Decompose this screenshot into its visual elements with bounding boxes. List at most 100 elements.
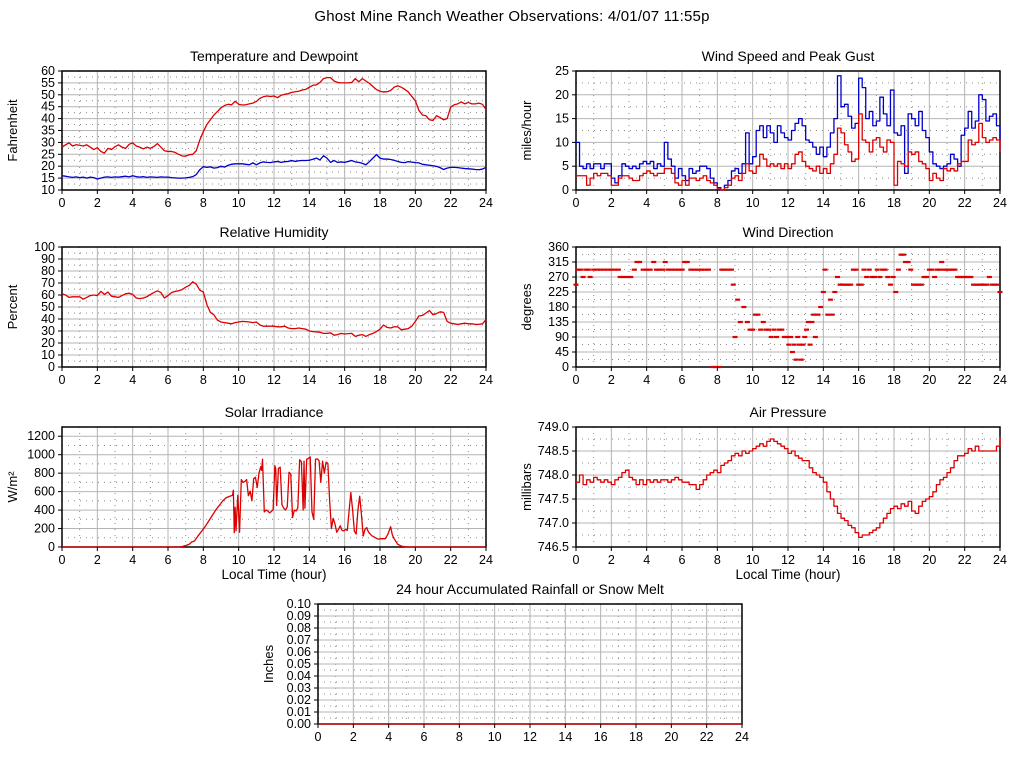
solar-ytick-label: 600 xyxy=(34,485,55,499)
humidity-ytick-label: 70 xyxy=(41,276,55,290)
dewpoint-line xyxy=(61,153,487,180)
humidity-xtick-label: 12 xyxy=(267,373,281,387)
humidity-xtick-label: 10 xyxy=(232,373,246,387)
wind_speed-xtick-label: 0 xyxy=(573,196,580,210)
wind_speed-ytick-label: 5 xyxy=(562,159,569,173)
solar-xtick-label: 10 xyxy=(232,553,246,567)
rain-title: 24 hour Accumulated Rainfall or Snow Mel… xyxy=(396,581,664,597)
temperature-xtick-label: 20 xyxy=(408,196,422,210)
solar-ytick-label: 1200 xyxy=(27,429,55,443)
wind_direction-xtick-label: 10 xyxy=(746,373,760,387)
temperature-ytick-label: 40 xyxy=(41,112,55,126)
temperature-ylabel: Fahrenheit xyxy=(5,99,20,162)
rain-ytick-label: 0.09 xyxy=(287,609,311,623)
relative_humidity-line xyxy=(61,281,487,338)
solar-ytick-label: 400 xyxy=(34,503,55,517)
solar-axes: 0 2 4 6 8 10 12 14 16 18 20 22 240200400600800100012… xyxy=(5,404,493,582)
wind_speed-grid-major xyxy=(576,71,1000,190)
humidity-xtick-label: 8 xyxy=(200,373,207,387)
wind_direction-ytick-label: 0 xyxy=(562,360,569,374)
rain-xtick-label: 10 xyxy=(488,730,502,744)
solar-xtick-label: 2 xyxy=(94,553,101,567)
humidity-axes: 0 2 4 6 8 10 12 14 16 18 20 22 240102030405060708090… xyxy=(5,224,493,387)
temperature-xtick-label: 2 xyxy=(94,196,101,210)
solar-title: Solar Irradiance xyxy=(225,404,324,420)
chart-air-pressure: 0 2 4 6 8 10 12 14 16 18 20 22 24 746.5 747.0 747.5 748.… xyxy=(518,401,1016,588)
rain-ytick-label: 0.04 xyxy=(287,669,311,683)
rain-xtick-label: 16 xyxy=(594,730,608,744)
humidity-plot: 0 2 4 6 8 10 12 14 16 18 20 22 240102030405060708090… xyxy=(5,224,493,387)
temperature-xtick-label: 14 xyxy=(302,196,316,210)
wind_direction-xtick-label: 8 xyxy=(714,373,721,387)
humidity-xtick-label: 0 xyxy=(59,373,66,387)
pressure-axes: 0 2 4 6 8 10 12 14 16 18 20 22 24746.5747.0747.5748.… xyxy=(519,404,1007,582)
humidity-ylabel: Percent xyxy=(5,284,20,329)
temperature-ytick-label: 60 xyxy=(41,64,55,78)
pressure-ylabel: millibars xyxy=(519,463,534,511)
wind_speed-xtick-label: 12 xyxy=(781,196,795,210)
humidity-grid-major xyxy=(62,247,486,367)
rain-xtick-label: 8 xyxy=(456,730,463,744)
wind_direction-ytick-label: 360 xyxy=(548,240,569,254)
solar-ytick-label: 1000 xyxy=(27,448,55,462)
wind_direction-axes: 0 2 4 6 8 10 12 14 16 18 20 22 240459013518022527031… xyxy=(519,224,1007,387)
pressure-plot: 0 2 4 6 8 10 12 14 16 18 20 22 24746.5747.0747.5748.… xyxy=(519,404,1007,582)
temperature-xtick-label: 22 xyxy=(444,196,458,210)
chart-temperature-dewpoint: 0 2 4 6 8 10 12 14 16 18 20 22 24 10 15 20 25 30 35 40 45 50 5… xyxy=(4,45,502,231)
wind_speed-xtick-label: 6 xyxy=(679,196,686,210)
page-title: Ghost Mine Ranch Weather Observations: 4… xyxy=(314,8,710,25)
pressure-title: Air Pressure xyxy=(749,404,826,420)
pressure-xtick-label: 12 xyxy=(781,553,795,567)
wind_direction-ytick-label: 270 xyxy=(548,270,569,284)
wind_direction-xtick-label: 18 xyxy=(887,373,901,387)
humidity-xtick-label: 22 xyxy=(444,373,458,387)
rain-xtick-label: 0 xyxy=(315,730,322,744)
rain-ytick-label: 0.07 xyxy=(287,633,311,647)
wind_direction-xtick-label: 12 xyxy=(781,373,795,387)
pressure-ytick-label: 747.0 xyxy=(538,516,569,530)
wind_speed-ytick-label: 15 xyxy=(555,112,569,126)
wind_direction-ytick-label: 135 xyxy=(548,315,569,329)
wind_speed-ytick-label: 10 xyxy=(555,135,569,149)
humidity-ytick-label: 50 xyxy=(41,300,55,314)
pressure-xlabel: Local Time (hour) xyxy=(735,567,840,582)
temperature-ytick-label: 50 xyxy=(41,88,55,102)
humidity-ytick-label: 10 xyxy=(41,348,55,362)
rain-xtick-label: 4 xyxy=(385,730,392,744)
solar-ylabel: W/m² xyxy=(5,471,20,503)
wind_direction-ytick-label: 90 xyxy=(555,330,569,344)
rain-grid-major xyxy=(318,604,742,724)
humidity-xtick-label: 16 xyxy=(338,373,352,387)
peak_gust-line xyxy=(576,75,1001,191)
humidity-xtick-label: 4 xyxy=(129,373,136,387)
solar_irradiance-line xyxy=(62,456,486,548)
temperature-ytick-label: 35 xyxy=(41,124,55,138)
humidity-title: Relative Humidity xyxy=(220,224,329,240)
solar-xtick-label: 20 xyxy=(408,553,422,567)
wind_direction-ytick-label: 225 xyxy=(548,285,569,299)
humidity-ytick-label: 40 xyxy=(41,312,55,326)
solar-ytick-label: 0 xyxy=(48,540,55,554)
solar-xtick-label: 18 xyxy=(373,553,387,567)
wind_speed-ytick-label: 25 xyxy=(555,64,569,78)
temperature-plot: 0 2 4 6 8 10 12 14 16 18 20 22 241015202530354045505… xyxy=(5,48,493,210)
humidity-ytick-label: 80 xyxy=(41,264,55,278)
rain-xtick-label: 14 xyxy=(558,730,572,744)
humidity-xtick-label: 24 xyxy=(479,373,493,387)
wind_direction-plot: 0 2 4 6 8 10 12 14 16 18 20 22 240459013518022527031… xyxy=(519,224,1007,387)
chart-rainfall: 0 2 4 6 8 10 12 14 16 18 20 22 24 0.00 0.01 0.02 0.03 0.0… xyxy=(260,578,758,765)
rain-xtick-label: 24 xyxy=(735,730,749,744)
rain-ytick-label: 0.03 xyxy=(287,681,311,695)
pressure-xtick-label: 18 xyxy=(887,553,901,567)
humidity-xtick-label: 14 xyxy=(302,373,316,387)
solar-xlabel: Local Time (hour) xyxy=(221,567,326,582)
wind_direction-xtick-label: 20 xyxy=(922,373,936,387)
rain-ytick-label: 0.10 xyxy=(287,597,311,611)
pressure-xtick-label: 24 xyxy=(993,553,1007,567)
humidity-xtick-label: 20 xyxy=(408,373,422,387)
pressure-xtick-label: 6 xyxy=(679,553,686,567)
temperature-ytick-label: 30 xyxy=(41,135,55,149)
pressure-xtick-label: 8 xyxy=(714,553,721,567)
rain-xtick-label: 6 xyxy=(421,730,428,744)
